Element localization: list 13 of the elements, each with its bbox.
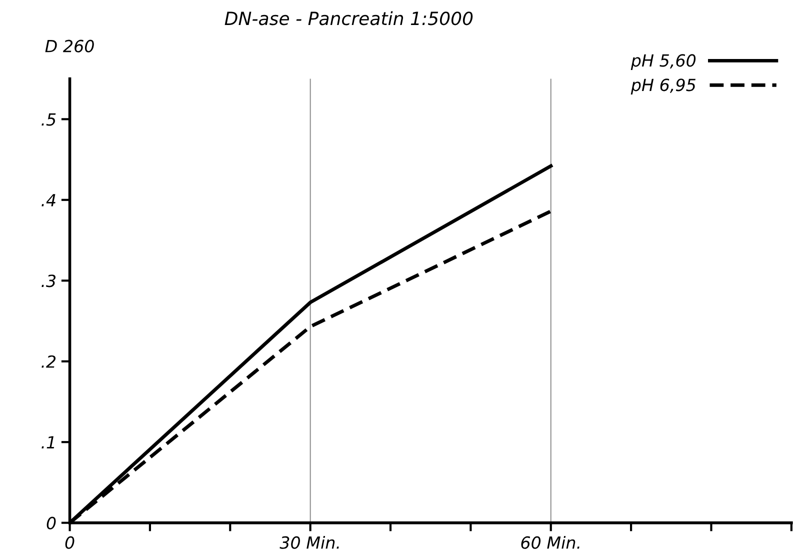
y-tick-label: .5 [42, 113, 56, 126]
y-tick-label: .3 [42, 274, 56, 288]
y-tick-label: .1 [42, 436, 54, 448]
y-tick-label: .2 [42, 355, 56, 368]
legend-label: pH 5,60 [630, 54, 696, 70]
chart-title: DN-ase - Pancreatin 1:5000 [224, 11, 473, 26]
y-tick-label: .4 [42, 194, 56, 206]
legend-label: pH 6,95 [630, 78, 696, 94]
x-tick-label: 30 Min. [280, 536, 339, 549]
x-tick-label: 60 Min. [521, 536, 580, 549]
y-axis-title: D 260 [45, 40, 94, 52]
y-tick-label: 0 [46, 516, 56, 530]
x-tick-label: 0 [65, 536, 74, 549]
